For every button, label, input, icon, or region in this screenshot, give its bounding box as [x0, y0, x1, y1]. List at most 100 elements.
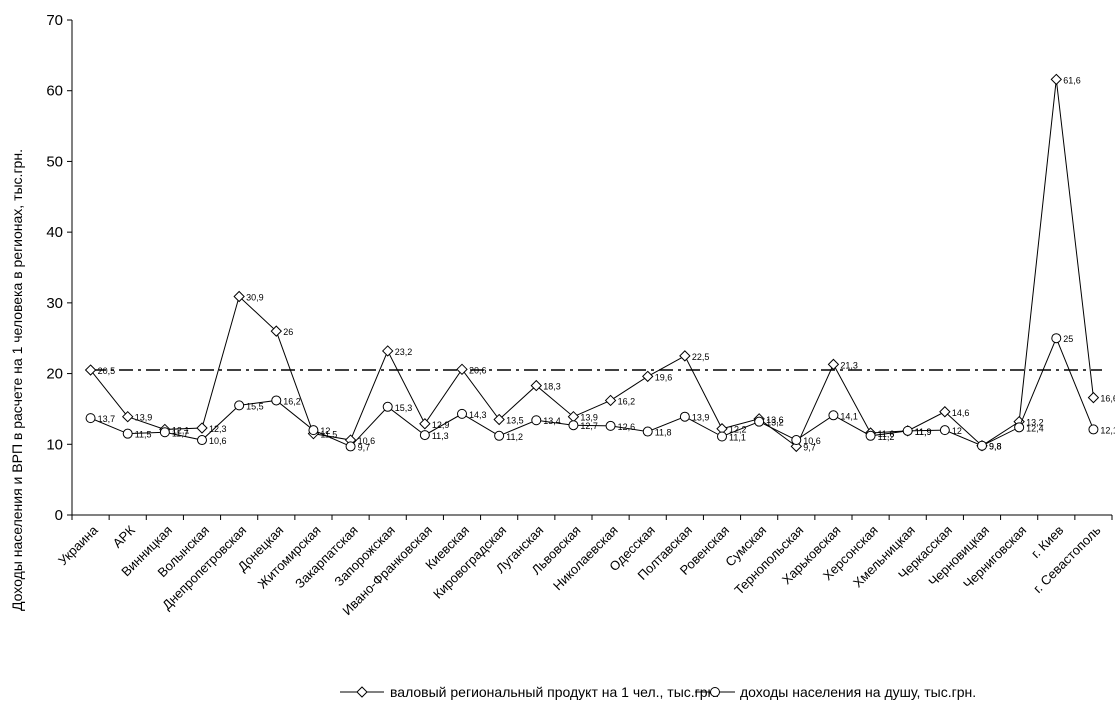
grp-data-label: 21,3	[840, 360, 858, 370]
grp-data-label: 30,9	[246, 292, 264, 302]
grp-data-label: 12,1	[172, 425, 190, 435]
income-data-label: 16,2	[283, 396, 301, 406]
y-tick-label: 50	[46, 153, 63, 170]
grp-point	[456, 363, 468, 376]
income-point	[271, 395, 282, 406]
grp-data-label: 13,9	[580, 413, 598, 423]
income-data-label: 12	[952, 426, 962, 436]
income-point	[939, 425, 950, 436]
grp-data-label: 13,9	[135, 413, 153, 423]
income-data-label: 12,4	[1026, 423, 1044, 433]
income-data-label: 11,7	[172, 428, 189, 438]
grp-point	[419, 418, 431, 430]
income-data-label: 9,7	[358, 442, 371, 452]
grp-point	[122, 410, 134, 423]
grp-data-label: 20,6	[469, 365, 487, 375]
x-tick-label: АРК	[110, 522, 139, 551]
legend-label-grp: валовый региональный продукт на 1 чел., …	[390, 684, 719, 700]
grp-point	[1087, 391, 1100, 404]
income-point	[197, 435, 207, 446]
series-line-2	[90, 336, 1094, 448]
grp-data-label: 61,6	[1063, 75, 1081, 85]
legend-label-income: доходы населения на душу, тыс.грн.	[740, 684, 976, 700]
grp-point	[530, 379, 542, 392]
grp-data-label: 11,5	[320, 430, 337, 440]
grp-point	[679, 350, 691, 362]
grp-data-label: 9,8	[989, 442, 1002, 452]
income-data-label: 15,3	[395, 403, 413, 413]
income-data-label: 14,1	[840, 411, 858, 421]
income-point	[345, 441, 356, 452]
grp-data-label: 10,6	[358, 436, 376, 446]
legend-marker-income	[710, 687, 720, 697]
income-point	[159, 427, 170, 438]
grp-point	[1050, 73, 1062, 86]
y-tick-label: 70	[46, 12, 63, 29]
series-line-1	[90, 79, 1094, 448]
grp-data-label: 9,7	[803, 442, 816, 452]
y-tick-label: 60	[46, 83, 63, 100]
income-point	[1088, 424, 1099, 435]
income-point	[605, 420, 616, 431]
grp-data-label: 13,2	[1026, 418, 1044, 428]
y-tick-label: 40	[46, 224, 63, 241]
grp-data-label: 13,5	[506, 416, 524, 426]
grp-point	[196, 422, 208, 434]
grp-point	[493, 413, 505, 426]
income-data-label: 14,3	[469, 410, 487, 420]
income-point	[457, 408, 467, 419]
income-point	[234, 400, 245, 411]
income-data-label: 13,7	[98, 414, 116, 424]
x-tick-label: Украина	[55, 522, 101, 568]
grp-data-label: 12,9	[432, 420, 450, 430]
income-point	[902, 425, 913, 436]
income-point	[717, 431, 727, 442]
income-point	[419, 430, 430, 441]
income-point	[531, 415, 542, 426]
grp-point	[827, 358, 840, 371]
grp-point	[382, 345, 394, 357]
income-data-label: 13,4	[543, 416, 561, 426]
income-point	[382, 401, 393, 412]
grp-data-label: 23,2	[395, 347, 413, 357]
income-point	[642, 426, 653, 437]
grp-data-label: 18,3	[543, 382, 561, 392]
x-tick-label: Николаевская	[550, 523, 621, 594]
income-point	[754, 416, 765, 427]
income-point	[791, 435, 802, 446]
grp-point	[233, 290, 245, 303]
income-data-label: 11,8	[655, 428, 672, 438]
income-point	[122, 428, 133, 439]
income-data-label: 10,6	[209, 436, 227, 446]
y-tick-label: 10	[46, 436, 63, 453]
income-point	[679, 411, 690, 422]
income-point	[977, 440, 987, 451]
grp-data-label: 16,2	[618, 396, 636, 406]
grp-point	[939, 406, 951, 418]
income-point	[85, 413, 96, 424]
income-data-label: 11,2	[878, 432, 895, 442]
grp-data-label: 11,9	[915, 427, 932, 437]
income-data-label: 11,2	[506, 432, 523, 442]
grp-data-label: 22,5	[692, 352, 710, 362]
grp-point	[604, 394, 617, 407]
income-data-label: 12	[320, 426, 330, 436]
income-data-label: 11,9	[915, 427, 932, 437]
grp-data-label: 16,6	[1100, 394, 1115, 404]
grp-data-label: 13,6	[766, 415, 784, 425]
grp-point	[84, 364, 97, 376]
income-point	[494, 430, 505, 441]
income-data-label: 12,1	[1100, 425, 1115, 435]
grp-point	[270, 325, 282, 337]
x-tick-label: г. Севастополь	[1030, 522, 1104, 596]
income-point	[308, 425, 319, 436]
grp-data-label: 20,5	[98, 366, 116, 376]
income-data-label: 12,7	[580, 421, 598, 431]
grp-data-label: 26	[283, 327, 293, 337]
legend-marker-grp	[356, 686, 368, 698]
income-data-label: 12,6	[618, 422, 636, 432]
y-tick-label: 30	[46, 295, 63, 312]
income-data-label: 25	[1063, 334, 1073, 344]
